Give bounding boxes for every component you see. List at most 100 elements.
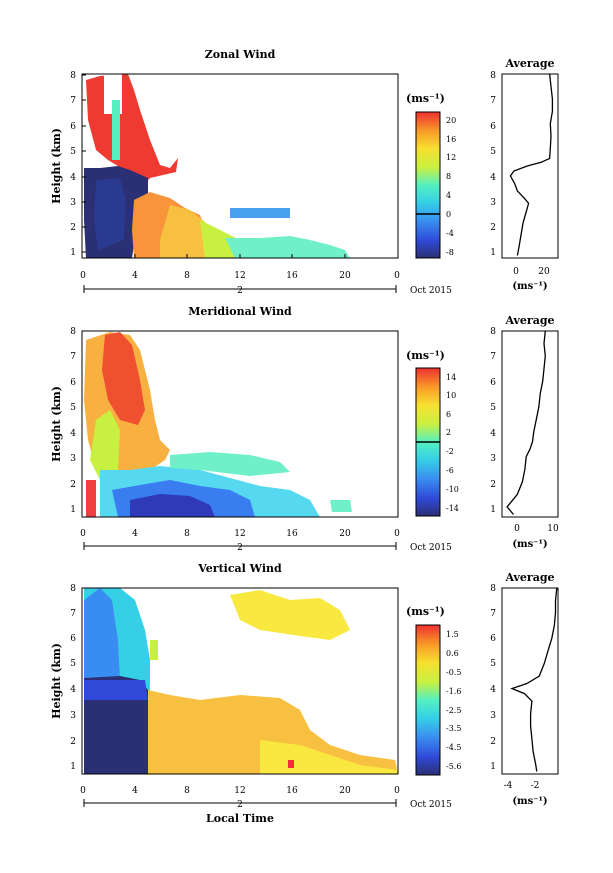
avg-y-tick: 1 [490, 248, 496, 258]
average-frame [501, 330, 559, 518]
colorbar-tick: -4 [446, 229, 454, 238]
colorbar-tick: 16 [446, 135, 456, 144]
y-axis: 1 2 3 4 5 6 7 8 Height (km) [50, 71, 86, 258]
colorbar-tick: 6 [446, 410, 451, 419]
x-tick-label: 4 [132, 529, 138, 539]
heatmap-region [330, 500, 352, 512]
heatmap-region [260, 740, 398, 774]
colorbar-label: (ms⁻¹) [406, 349, 445, 362]
avg-y-tick: 7 [490, 96, 496, 106]
average-title: Average [504, 571, 554, 584]
colorbar-tick: 20 [446, 116, 456, 125]
average-frame [501, 587, 559, 775]
avg-x-tick: -2 [531, 781, 540, 791]
heatmap-region [84, 680, 148, 700]
y-tick-label: 5 [70, 403, 76, 413]
avg-y-tick: 6 [490, 122, 496, 132]
y-tick-label: 8 [70, 584, 76, 594]
panel-title: Zonal Wind [205, 48, 276, 61]
colorbar-tick: -8 [446, 248, 454, 257]
colorbar-tick: 1.5 [446, 630, 459, 639]
avg-x-label: (ms⁻¹) [512, 539, 547, 550]
y-tick-label: 2 [70, 480, 76, 490]
average-profile-panel: Average 1 2 3 4 5 6 7 8 0 10 (ms⁻¹) [490, 314, 559, 550]
average-title: Average [504, 314, 554, 327]
y-tick-label: 5 [70, 147, 76, 157]
date-label: Oct 2015 [410, 800, 452, 810]
x-axis: 0 4 8 12 16 20 0 [80, 254, 400, 281]
x-tick-label: 0 [394, 786, 400, 796]
avg-x-tick: 20 [538, 267, 550, 277]
avg-y-tick: 1 [490, 762, 496, 772]
plot-frame [81, 330, 399, 518]
y-tick-label: 7 [70, 352, 76, 362]
panel-vertical: Vertical Wind 1 2 3 4 5 6 7 8 Height (km… [50, 562, 559, 825]
avg-x-tick: -4 [504, 781, 513, 791]
y-tick-label: 3 [70, 454, 76, 464]
y-tick-label: 4 [70, 429, 76, 439]
x-tick-label: 0 [80, 271, 86, 281]
colorbar: (ms⁻¹) 1.5 0.6 -0.5 -1.6 -2.5 -3.5 -4.5 … [406, 605, 461, 776]
date-label: Oct 2015 [410, 286, 452, 296]
colorbar-tick: -4.5 [446, 743, 461, 752]
day-bar: 2 Oct 2015 [83, 542, 452, 553]
avg-y-tick: 1 [490, 505, 496, 515]
avg-x-tick: 0 [513, 267, 519, 277]
heatmap-region [225, 236, 350, 258]
avg-y-tick: 4 [490, 173, 496, 183]
x-tick-label: 4 [132, 271, 138, 281]
colorbar-tick: 12 [446, 153, 456, 162]
day-label: 2 [237, 286, 243, 296]
avg-y-tick: 8 [490, 71, 496, 81]
y-tick-label: 5 [70, 659, 76, 669]
heatmap-region [94, 178, 126, 250]
heatmap-field [82, 74, 398, 258]
y-tick-label: 4 [70, 685, 76, 695]
x-tick-label: 0 [394, 529, 400, 539]
colorbar-tick: -10 [446, 485, 459, 494]
heatmap-region [84, 676, 150, 774]
y-tick-label: 1 [70, 248, 76, 258]
x-tick-label: 0 [80, 529, 86, 539]
x-tick-label: 20 [339, 786, 351, 796]
y-tick-label: 3 [70, 711, 76, 721]
avg-y-tick: 7 [490, 352, 496, 362]
avg-y-tick: 8 [490, 327, 496, 337]
colorbar-tick: 2 [446, 428, 451, 437]
avg-x-tick: 0 [514, 524, 520, 534]
average-title: Average [504, 57, 554, 70]
y-tick-label: 6 [70, 122, 76, 132]
panel-title: Meridional Wind [188, 305, 292, 318]
x-tick-label: 4 [132, 786, 138, 796]
colorbar-tick: -2 [446, 447, 454, 456]
x-tick-label: 20 [339, 529, 351, 539]
x-tick-label: 12 [234, 529, 245, 539]
avg-y-tick: 4 [490, 685, 496, 695]
day-label: 2 [237, 800, 243, 810]
avg-y-tick: 3 [490, 454, 496, 464]
x-axis-label: Local Time [206, 812, 274, 825]
y-tick-label: 8 [70, 71, 76, 81]
day-label: 2 [237, 543, 243, 553]
avg-y-tick: 5 [490, 659, 496, 669]
y-axis: 1 2 3 4 5 6 7 8 Height (km) [50, 327, 76, 515]
y-tick-label: 6 [70, 634, 76, 644]
y-axis-label: Height (km) [50, 128, 63, 204]
x-tick-label: 8 [184, 529, 190, 539]
heatmap-region [150, 640, 158, 660]
panel-title: Vertical Wind [197, 562, 282, 575]
x-tick-label: 8 [184, 271, 190, 281]
colorbar: (ms⁻¹) 20 16 12 8 4 0 -4 -8 [406, 92, 456, 259]
heatmap-region [148, 690, 398, 774]
x-tick-label: 12 [234, 786, 245, 796]
colorbar-label: (ms⁻¹) [406, 92, 445, 105]
colorbar-tick: -14 [446, 504, 459, 513]
heatmap-region [112, 100, 120, 160]
heatmap-region [90, 410, 120, 480]
colorbar-tick: -3.5 [446, 724, 461, 733]
colorbar-tick: 10 [446, 391, 456, 400]
heatmap-field [82, 331, 398, 517]
x-tick-label: 16 [286, 786, 298, 796]
heatmap-region [288, 760, 294, 768]
